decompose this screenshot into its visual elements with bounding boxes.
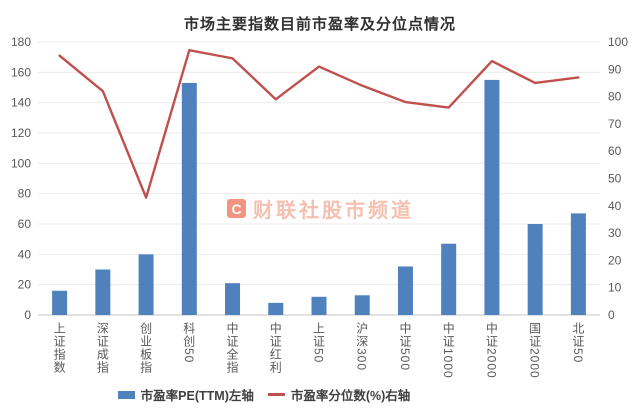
- left-axis-tick-label: 180: [11, 35, 31, 49]
- right-axis-tick-label: 70: [608, 117, 622, 131]
- percentile-line: [58, 48, 580, 199]
- right-axis-tick-label: 50: [608, 172, 622, 186]
- x-axis-label: 中证红利: [268, 322, 283, 374]
- left-axis-tick-label: 20: [18, 278, 32, 292]
- bar: [354, 295, 370, 315]
- legend-bar-swatch-icon: [117, 390, 135, 399]
- bar: [527, 224, 543, 315]
- x-axis-label: 中证1000: [441, 322, 456, 379]
- x-axis-label: 创业板指: [138, 322, 153, 374]
- left-axis-tick-label: 140: [11, 96, 31, 110]
- left-axis-tick-label: 160: [11, 65, 31, 79]
- x-axis-label: 中证2000: [484, 322, 499, 379]
- right-axis-tick-label: 20: [608, 253, 622, 267]
- left-axis-tick-label: 0: [24, 308, 31, 322]
- left-axis-tick-label: 60: [18, 217, 32, 231]
- x-axis-label: 北证50: [570, 322, 585, 364]
- x-axis-label: 深证成指: [95, 322, 110, 374]
- bar: [138, 254, 154, 315]
- x-axis-label: 上证指数: [52, 322, 67, 374]
- x-axis-label: 国证2000: [527, 322, 542, 379]
- bar: [570, 213, 586, 315]
- right-axis-tick-label: 40: [608, 199, 622, 213]
- left-axis-tick-label: 80: [18, 187, 32, 201]
- bar: [268, 302, 284, 315]
- bar: [52, 290, 68, 315]
- legend-bar-label: 市盈率PE(TTM)左轴: [140, 389, 254, 403]
- x-axis-label: 中证500: [397, 322, 412, 372]
- bar: [181, 82, 197, 315]
- left-axis-tick-label: 100: [11, 156, 31, 170]
- right-axis-tick-label: 90: [608, 62, 622, 76]
- right-axis-tick-label: 60: [608, 144, 622, 158]
- chart-title: 市场主要指数目前市盈率及分位点情况: [183, 16, 456, 33]
- x-axis-label: 中证全指: [225, 322, 240, 374]
- bar: [311, 296, 327, 315]
- right-axis-tick-label: 100: [608, 35, 628, 49]
- x-axis-label: 科创50: [181, 322, 196, 364]
- x-axis-label: 上证50: [311, 322, 326, 364]
- legend-line-label: 市盈率分位数(%)右轴: [290, 389, 411, 403]
- bar: [397, 266, 413, 315]
- right-axis-tick-label: 80: [608, 90, 622, 104]
- right-axis-tick-label: 10: [608, 281, 622, 295]
- x-axis-label: 沪深300: [354, 322, 369, 372]
- legend-line-swatch-icon: [267, 393, 285, 396]
- legend: 市盈率PE(TTM)左轴 市盈率分位数(%)右轴: [0, 385, 584, 404]
- bar: [95, 269, 111, 315]
- right-axis-tick-label: 0: [608, 308, 615, 322]
- left-axis-tick-label: 40: [18, 247, 32, 261]
- bar: [441, 243, 457, 315]
- right-axis-tick-label: 30: [608, 226, 622, 240]
- bar: [225, 283, 241, 315]
- left-axis-tick-label: 120: [11, 126, 31, 140]
- bar: [484, 79, 500, 316]
